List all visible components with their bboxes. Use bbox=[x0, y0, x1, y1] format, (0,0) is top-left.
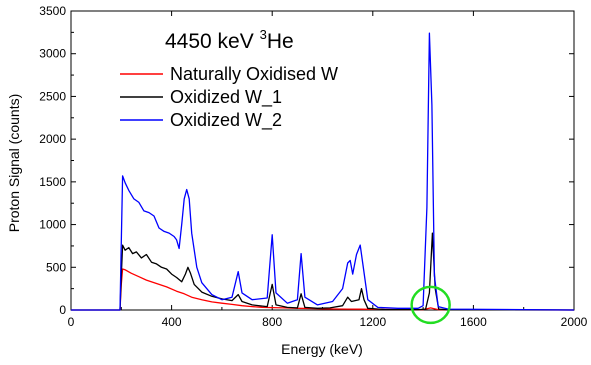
x-axis-title: Energy (keV) bbox=[281, 341, 363, 357]
y-tick-label: 1500 bbox=[39, 175, 66, 189]
y-tick-label: 1000 bbox=[39, 218, 66, 232]
plot-frame bbox=[70, 10, 575, 311]
chart-title-tail: He bbox=[267, 30, 294, 53]
x-tick-label: 0 bbox=[68, 315, 75, 329]
y-tick-label: 2500 bbox=[39, 89, 66, 103]
x-tick-label: 1600 bbox=[460, 315, 487, 329]
x-tick-label: 800 bbox=[262, 315, 282, 329]
y-tick-label: 500 bbox=[46, 260, 66, 274]
x-tick-label: 1200 bbox=[359, 315, 386, 329]
series-line-3 bbox=[71, 32, 575, 311]
highlight-circle bbox=[410, 285, 451, 325]
chart-title: 4450 keV 3He bbox=[165, 27, 294, 53]
chart-title-superscript: 3 bbox=[260, 27, 267, 42]
legend: Naturally Oxidised W Oxidized W_1Oxidized… bbox=[120, 64, 338, 131]
chart-title-main: 4450 keV bbox=[165, 30, 260, 53]
legend-label: Oxidized W_1 bbox=[170, 87, 282, 108]
x-tick-label: 2000 bbox=[561, 315, 588, 329]
y-axis-title: Proton Signal (counts) bbox=[6, 94, 22, 233]
x-tick-label: 400 bbox=[162, 315, 182, 329]
axes-layer: 0 400 800 1200 1600 2000 0 500 1000 1500 2000 2500 3… bbox=[39, 4, 587, 329]
y-tick-label: 3500 bbox=[39, 4, 66, 18]
series-line-2 bbox=[71, 232, 575, 311]
legend-label: Oxidized W_2 bbox=[170, 110, 282, 131]
series-layer bbox=[71, 32, 575, 311]
y-tick-label: 2000 bbox=[39, 132, 66, 146]
y-tick-label: 0 bbox=[59, 303, 66, 317]
legend-label: Naturally Oxidised W bbox=[170, 64, 338, 84]
series-line-1 bbox=[71, 268, 575, 311]
y-tick-label: 3000 bbox=[39, 47, 66, 61]
annotation-layer bbox=[410, 285, 451, 325]
